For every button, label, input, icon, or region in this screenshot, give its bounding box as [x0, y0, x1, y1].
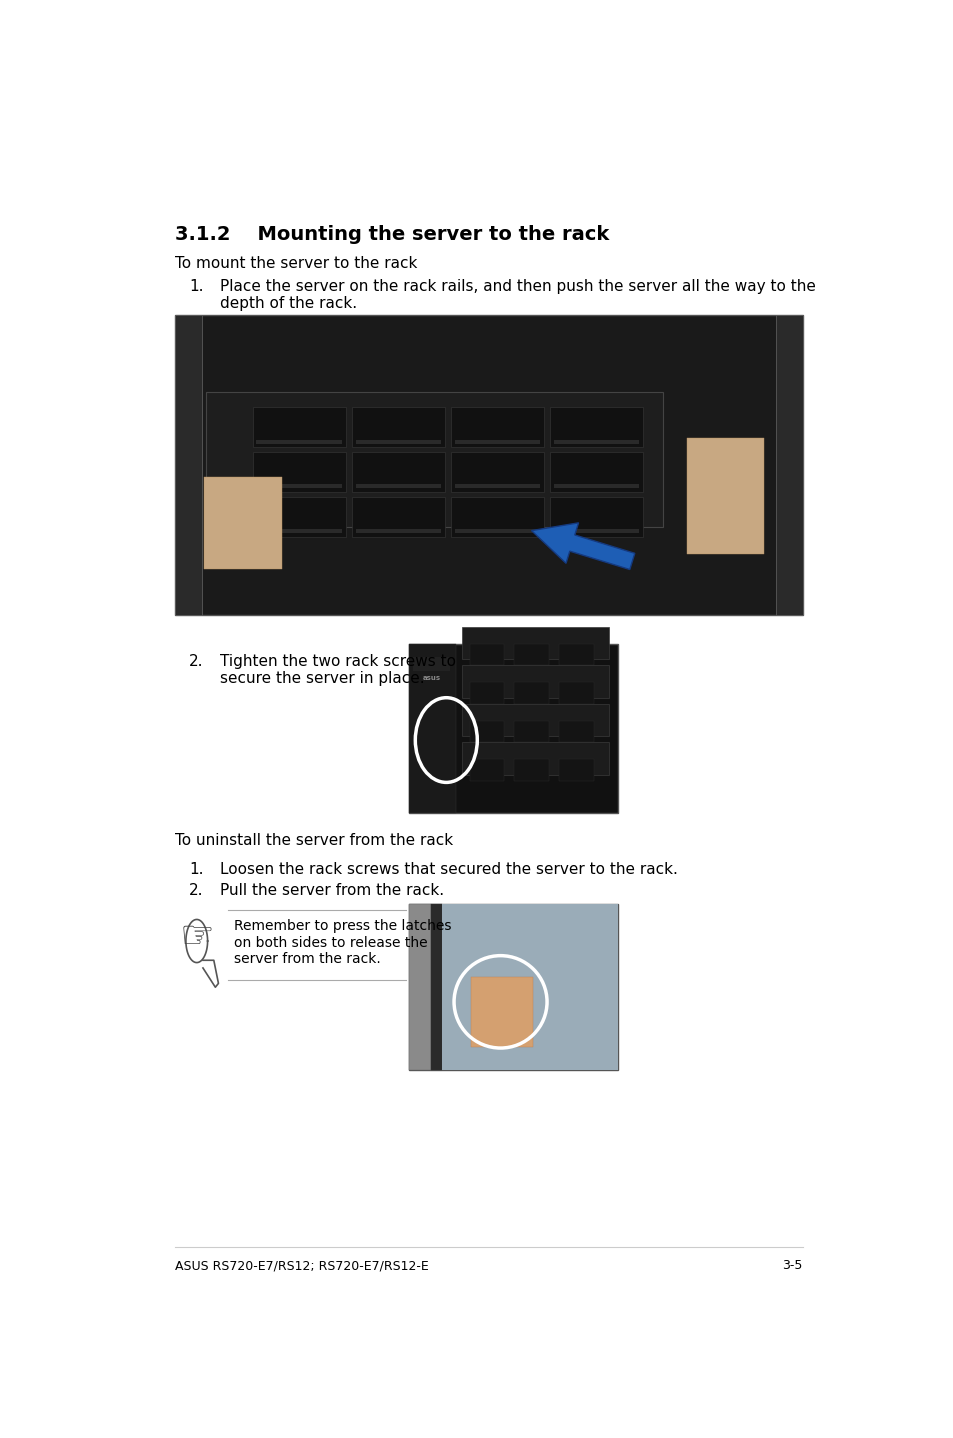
Bar [461, 627, 608, 659]
Bar [471, 978, 533, 1047]
Text: asus: asus [422, 674, 440, 680]
Bar [686, 439, 763, 554]
Text: To uninstall the server from the rack: To uninstall the server from the rack [174, 833, 453, 848]
Text: Tighten the two rack screws to
secure the server in place.: Tighten the two rack screws to secure th… [220, 654, 456, 686]
Text: 2.: 2. [189, 654, 203, 669]
Bar [409, 905, 618, 1070]
Text: Remember to press the latches
on both sides to release the
server from the rack.: Remember to press the latches on both si… [233, 919, 451, 966]
Bar [469, 644, 504, 666]
Bar [451, 496, 543, 536]
Bar [558, 644, 594, 666]
Text: Pull the server from the rack.: Pull the server from the rack. [220, 883, 444, 897]
Bar [442, 905, 618, 1070]
Bar [204, 477, 282, 569]
Bar [514, 644, 549, 666]
Bar [554, 529, 639, 533]
Text: 1.: 1. [189, 861, 203, 877]
Bar [469, 720, 504, 742]
Bar [174, 315, 202, 615]
Text: Place the server on the rack rails, and then push the server all the way to the
: Place the server on the rack rails, and … [220, 279, 815, 311]
Bar [455, 529, 539, 533]
Bar [409, 644, 618, 814]
Bar [558, 759, 594, 781]
Bar [451, 452, 543, 492]
Bar [413, 657, 450, 670]
Bar [431, 905, 442, 1070]
Text: 1.: 1. [189, 279, 203, 293]
Bar [558, 682, 594, 703]
Text: Loosen the rack screws that secured the server to the rack.: Loosen the rack screws that secured the … [220, 861, 678, 877]
Bar [409, 905, 431, 1070]
Bar [352, 496, 444, 536]
Bar [352, 407, 444, 447]
Bar [409, 644, 456, 814]
Bar [554, 440, 639, 443]
Bar [355, 440, 440, 443]
Bar [355, 529, 440, 533]
Bar [469, 682, 504, 703]
Bar [558, 720, 594, 742]
Bar [514, 759, 549, 781]
Bar [461, 666, 608, 697]
Bar [455, 485, 539, 489]
Bar [206, 393, 662, 526]
Bar [550, 496, 642, 536]
Text: To mount the server to the rack: To mount the server to the rack [174, 256, 417, 270]
Bar [461, 703, 608, 736]
Bar [461, 742, 608, 775]
Bar [451, 407, 543, 447]
Text: 2.: 2. [189, 883, 203, 897]
Bar [455, 440, 539, 443]
Bar [174, 315, 802, 615]
Text: ASUS RS720-E7/RS12; RS720-E7/RS12-E: ASUS RS720-E7/RS12; RS720-E7/RS12-E [174, 1260, 428, 1273]
Bar [256, 440, 341, 443]
Bar [514, 720, 549, 742]
FancyArrow shape [531, 523, 634, 569]
Bar [256, 529, 341, 533]
Bar [253, 496, 345, 536]
Bar [550, 452, 642, 492]
Text: 3.1.2    Mounting the server to the rack: 3.1.2 Mounting the server to the rack [174, 224, 609, 244]
Bar [554, 485, 639, 489]
Text: ☞: ☞ [179, 917, 214, 956]
Text: 3-5: 3-5 [781, 1260, 802, 1273]
Bar [352, 452, 444, 492]
Bar [355, 485, 440, 489]
Bar [253, 407, 345, 447]
Bar [469, 759, 504, 781]
Bar [256, 485, 341, 489]
Bar [253, 452, 345, 492]
Bar [550, 407, 642, 447]
Bar [775, 315, 802, 615]
Bar [514, 682, 549, 703]
